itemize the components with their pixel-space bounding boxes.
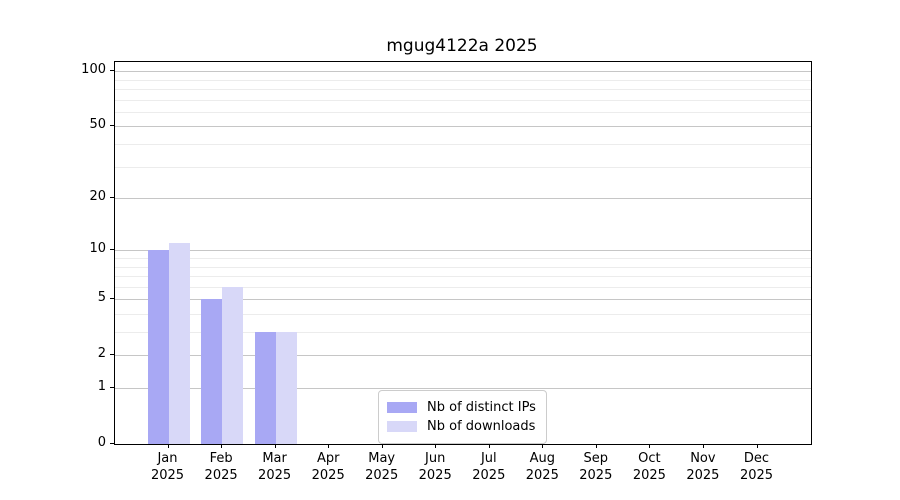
- legend: Nb of distinct IPs Nb of downloads: [378, 390, 547, 444]
- y-tick-label-1: 1: [97, 379, 106, 394]
- x-tick-mark-jun: [435, 444, 437, 448]
- y-tick-mark-50: [110, 125, 114, 127]
- y-tick-label-50: 50: [89, 117, 106, 133]
- x-tick-mark-mar: [274, 444, 276, 448]
- x-tick-label-oct: Oct 2025: [632, 451, 666, 483]
- x-tick-label-feb: Feb 2025: [204, 451, 238, 483]
- gridline-minor-70: [115, 99, 811, 101]
- gridline-major-50: [115, 126, 811, 128]
- gridline-major-100: [115, 71, 811, 73]
- gridline-minor-80: [115, 88, 811, 90]
- gridline-major-10: [115, 250, 811, 252]
- y-tick-label-5: 5: [97, 290, 106, 306]
- x-tick-label-jul: Jul 2025: [472, 451, 506, 483]
- gridline-minor-30: [115, 166, 811, 168]
- legend-label-distinct-ips: Nb of distinct IPs: [427, 400, 536, 415]
- plot-area: [114, 61, 812, 445]
- x-tick-label-aug: Aug 2025: [525, 451, 559, 483]
- x-tick-mark-nov: [702, 444, 704, 448]
- gridline-major-2: [115, 355, 811, 357]
- x-tick-mark-apr: [328, 444, 330, 448]
- y-tick-label-0: 0: [97, 435, 106, 450]
- y-tick-label-2: 2: [97, 346, 106, 362]
- bar-distinct-ips-jan: [147, 250, 169, 444]
- y-tick-mark-5: [110, 298, 114, 300]
- x-tick-label-sep: Sep 2025: [579, 451, 613, 483]
- y-tick-mark-1: [110, 387, 114, 388]
- x-tick-label-apr: Apr 2025: [311, 451, 345, 483]
- legend-swatch-distinct-ips: [387, 402, 417, 413]
- y-tick-label-10: 10: [89, 241, 106, 257]
- legend-item-distinct-ips: Nb of distinct IPs: [387, 399, 536, 416]
- gridline-minor-7: [115, 276, 811, 277]
- x-tick-label-mar: Mar 2025: [258, 451, 292, 483]
- gridline-minor-60: [115, 111, 811, 113]
- x-tick-label-nov: Nov 2025: [686, 451, 720, 483]
- y-tick-mark-2: [110, 354, 114, 356]
- x-tick-label-may: May 2025: [365, 451, 399, 483]
- gridline-major-1: [115, 388, 811, 389]
- x-tick-label-jun: Jun 2025: [418, 451, 452, 483]
- x-tick-mark-dec: [756, 444, 758, 448]
- gridline-minor-9: [115, 257, 811, 259]
- legend-swatch-downloads: [387, 421, 417, 432]
- gridline-minor-40: [115, 143, 811, 145]
- gridline-major-5: [115, 299, 811, 301]
- x-tick-mark-aug: [542, 444, 544, 448]
- gridline-minor-6: [115, 286, 811, 288]
- bar-downloads-mar: [275, 332, 297, 444]
- legend-item-downloads: Nb of downloads: [387, 418, 536, 435]
- x-tick-mark-feb: [221, 444, 223, 448]
- x-tick-mark-jul: [488, 444, 490, 448]
- gridline-minor-90: [115, 79, 811, 81]
- gridline-minor-8: [115, 266, 811, 268]
- bar-downloads-jan: [168, 243, 190, 444]
- x-tick-label-jan: Jan 2025: [150, 451, 185, 483]
- chart-title: mgug4122a 2025: [386, 36, 538, 56]
- bar-downloads-feb: [222, 286, 244, 444]
- y-tick-label-20: 20: [89, 189, 106, 204]
- y-tick-mark-20: [110, 197, 114, 198]
- x-tick-label-dec: Dec 2025: [739, 451, 774, 483]
- y-tick-mark-100: [110, 70, 114, 72]
- x-tick-mark-sep: [595, 444, 597, 448]
- y-tick-mark-10: [110, 249, 114, 251]
- y-tick-mark-0: [110, 443, 114, 444]
- gridline-minor-3: [115, 332, 811, 333]
- x-tick-mark-may: [381, 444, 383, 448]
- bar-distinct-ips-feb: [201, 299, 223, 444]
- gridline-major-20: [115, 198, 811, 199]
- bar-distinct-ips-mar: [254, 332, 276, 444]
- y-tick-label-100: 100: [81, 62, 106, 78]
- x-tick-mark-oct: [649, 444, 651, 448]
- legend-label-downloads: Nb of downloads: [427, 419, 536, 434]
- gridline-minor-4: [115, 313, 811, 315]
- x-tick-mark-jan: [167, 444, 169, 448]
